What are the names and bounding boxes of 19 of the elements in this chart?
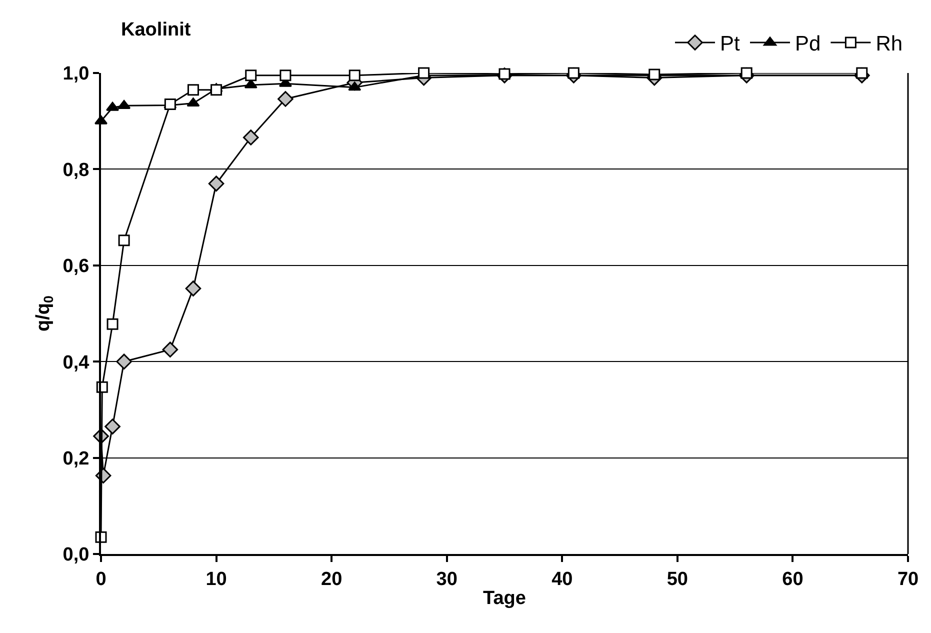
y-tick-label: 1,0 <box>62 64 90 85</box>
legend-label: Rh <box>876 32 903 56</box>
x-axis-title: Tage <box>483 588 526 610</box>
x-tick-label: 30 <box>436 568 458 590</box>
y-tick-label: 0,6 <box>62 256 90 278</box>
x-tick-label: 50 <box>666 568 688 590</box>
y-tick-label: 0,4 <box>62 352 90 374</box>
chart-title: Kaolinit <box>121 19 192 40</box>
y-tick-label: 0,0 <box>62 544 90 566</box>
x-tick-label: 0 <box>96 568 106 590</box>
x-tick-label: 10 <box>206 568 227 590</box>
x-tick-label: 60 <box>782 568 804 590</box>
x-tick-label: 70 <box>897 568 919 590</box>
legend-label: Pt <box>720 32 740 56</box>
x-tick-label: 20 <box>321 568 342 590</box>
x-tick-label: 40 <box>552 568 573 590</box>
y-tick-label: 0,8 <box>62 160 90 181</box>
legend-label: Pd <box>795 32 821 56</box>
y-tick-label: 0,2 <box>62 448 90 470</box>
